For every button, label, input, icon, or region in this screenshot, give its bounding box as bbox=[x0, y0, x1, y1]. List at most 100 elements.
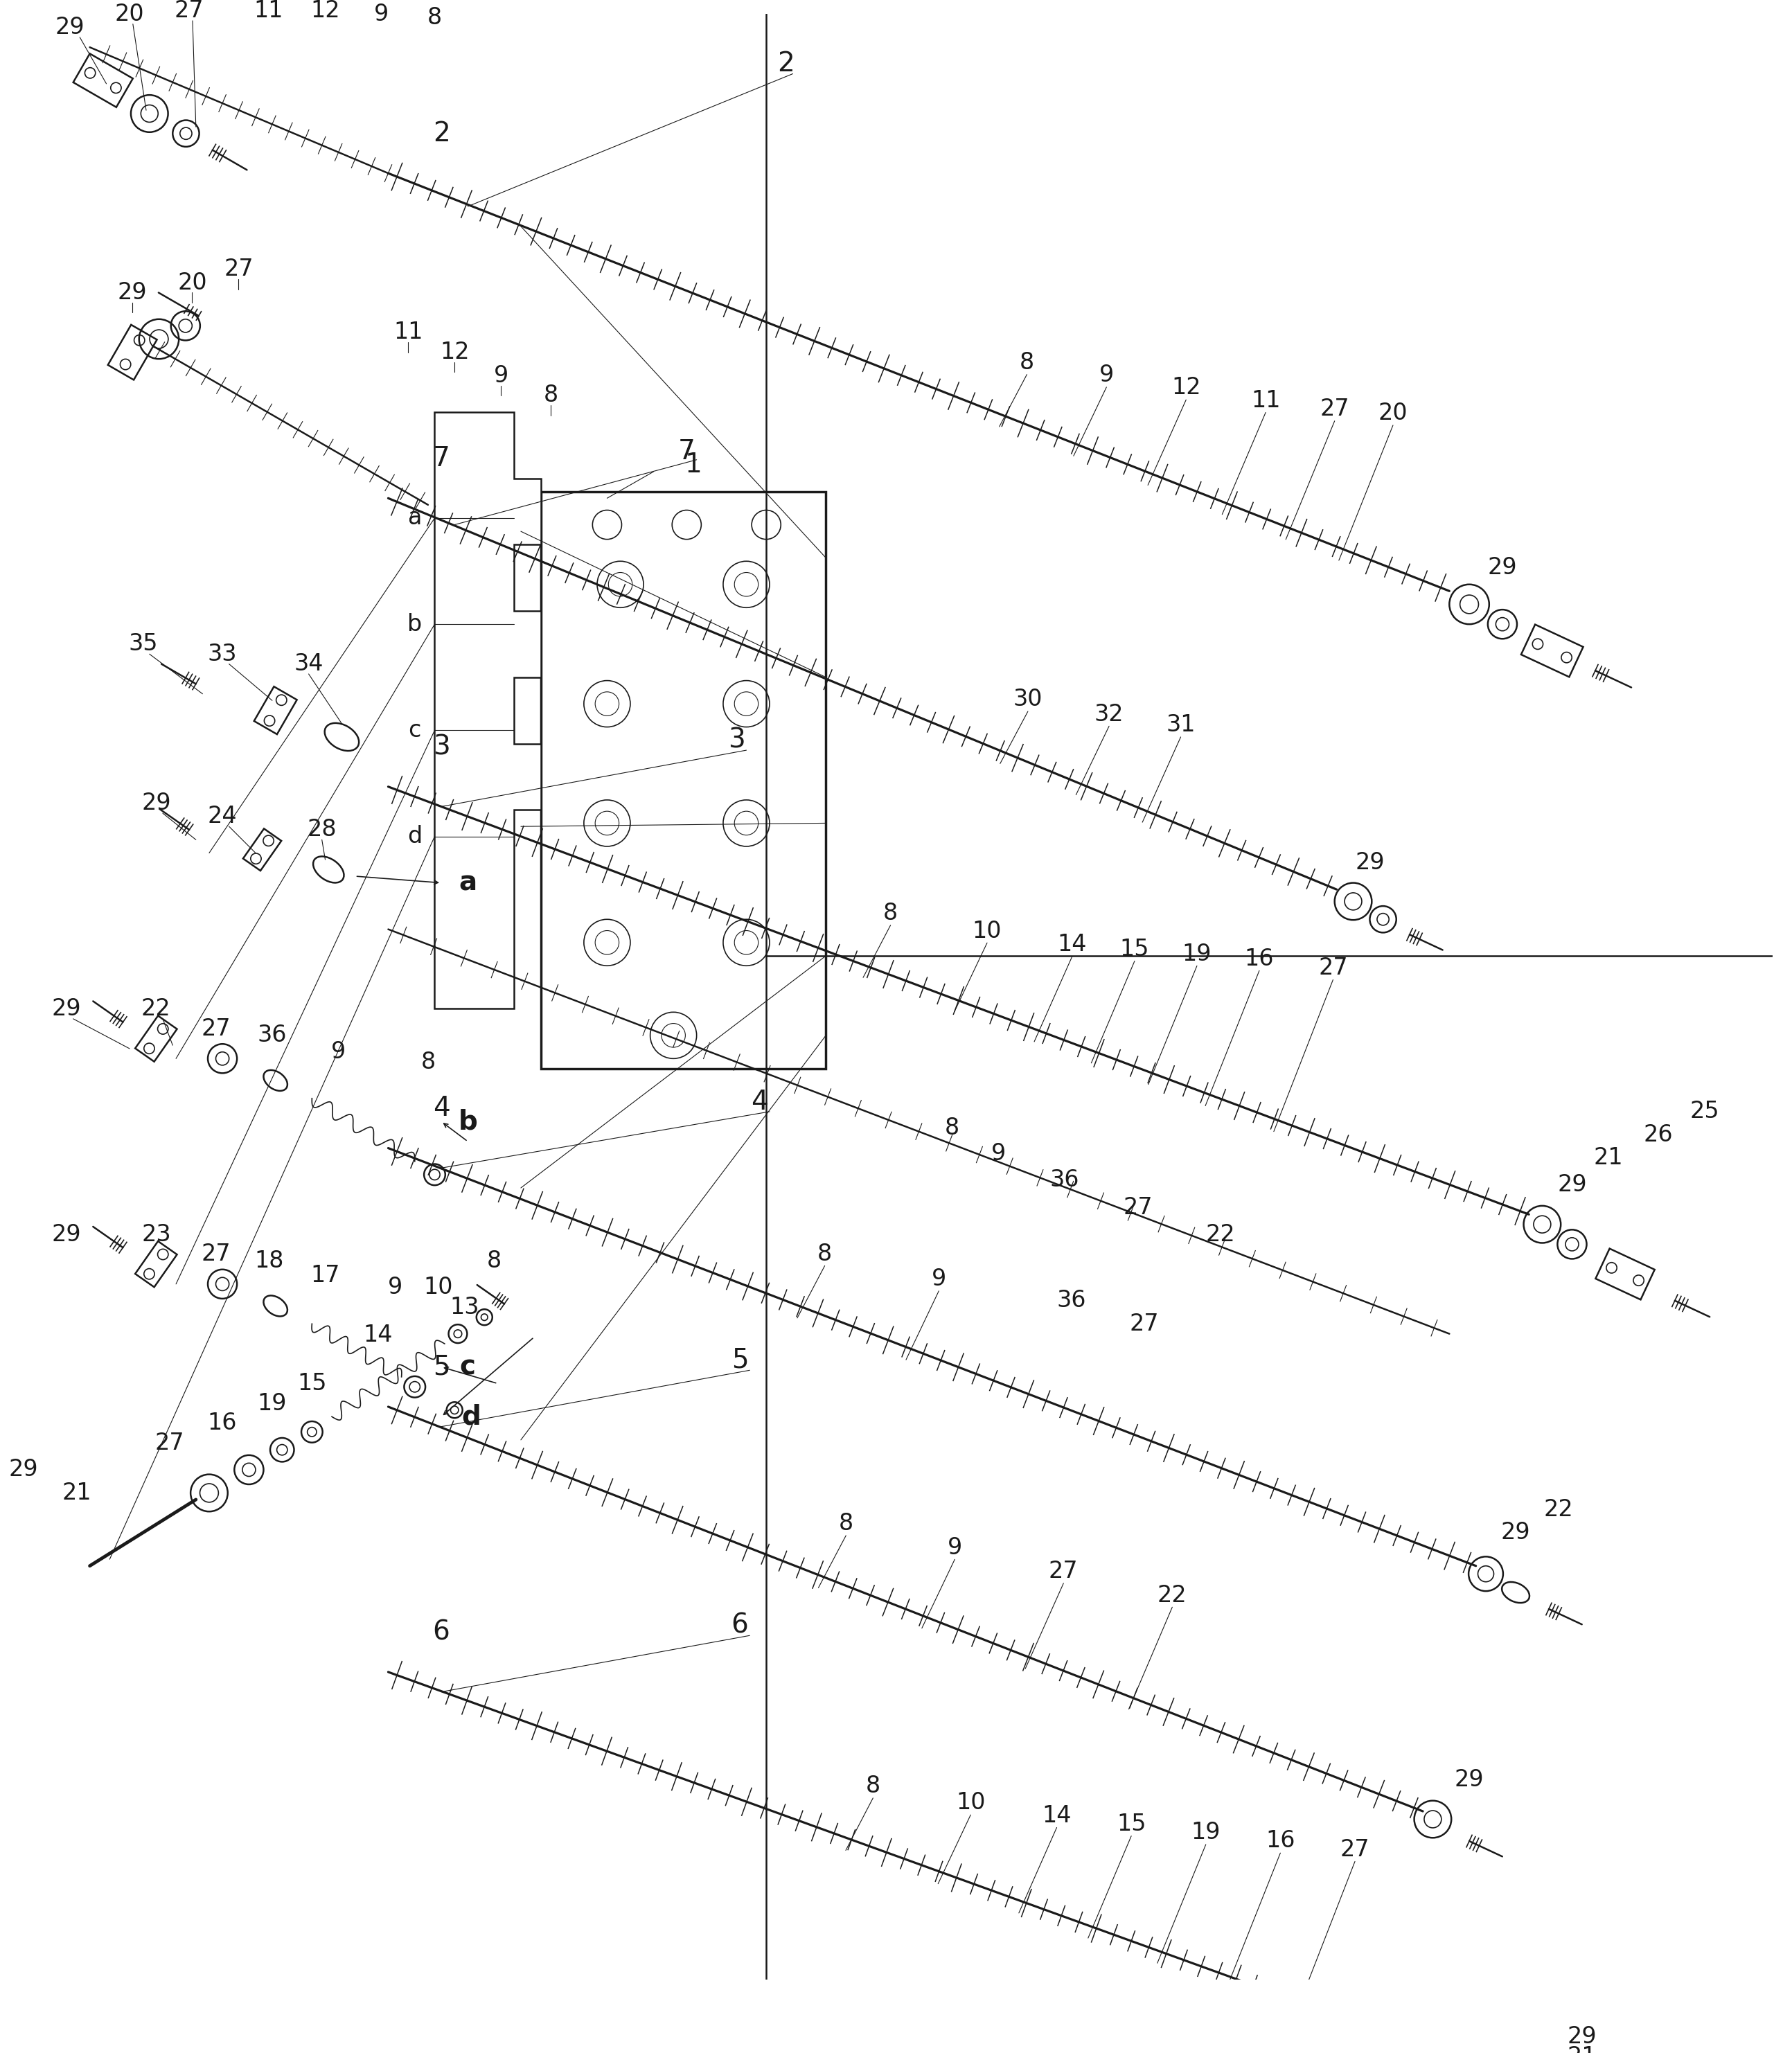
Text: 16: 16 bbox=[208, 1412, 237, 1435]
Text: 9: 9 bbox=[387, 1275, 401, 1300]
Text: 29: 29 bbox=[142, 792, 170, 815]
Text: 14: 14 bbox=[1057, 932, 1088, 957]
FancyBboxPatch shape bbox=[541, 491, 826, 1068]
Text: 27: 27 bbox=[224, 259, 253, 281]
Text: 22: 22 bbox=[1545, 1499, 1573, 1521]
Text: 15: 15 bbox=[297, 1371, 326, 1394]
Text: 16: 16 bbox=[1245, 946, 1274, 971]
Text: 2: 2 bbox=[432, 121, 450, 146]
Text: 15: 15 bbox=[1120, 938, 1149, 961]
Text: 20: 20 bbox=[1378, 402, 1409, 425]
Polygon shape bbox=[435, 413, 541, 1008]
Text: 22: 22 bbox=[142, 998, 170, 1020]
Text: d: d bbox=[407, 825, 423, 848]
Text: 27: 27 bbox=[154, 1431, 185, 1456]
Text: 10: 10 bbox=[955, 1792, 986, 1815]
Text: 27: 27 bbox=[1129, 1312, 1159, 1334]
Text: 12: 12 bbox=[310, 0, 340, 23]
Text: 21: 21 bbox=[1568, 2045, 1597, 2053]
Text: 8: 8 bbox=[817, 1242, 831, 1265]
Text: 8: 8 bbox=[883, 901, 898, 924]
Text: 29: 29 bbox=[1502, 1521, 1530, 1544]
Text: 1: 1 bbox=[685, 452, 702, 478]
Text: 27: 27 bbox=[1340, 1837, 1369, 1860]
Text: a: a bbox=[409, 507, 421, 530]
Text: 32: 32 bbox=[1095, 702, 1124, 725]
Text: 29: 29 bbox=[56, 16, 84, 39]
Text: 20: 20 bbox=[115, 2, 145, 25]
Text: 29: 29 bbox=[1557, 1172, 1586, 1197]
Text: c: c bbox=[461, 1353, 475, 1380]
Text: 24: 24 bbox=[208, 805, 237, 827]
Text: 14: 14 bbox=[364, 1324, 392, 1347]
Polygon shape bbox=[73, 53, 133, 107]
Text: 29: 29 bbox=[1355, 852, 1385, 875]
Text: 8: 8 bbox=[487, 1250, 502, 1273]
Text: 20: 20 bbox=[177, 271, 206, 294]
Text: 35: 35 bbox=[127, 632, 158, 655]
Text: 9: 9 bbox=[948, 1536, 962, 1558]
Text: 11: 11 bbox=[394, 320, 423, 343]
Text: 30: 30 bbox=[1012, 688, 1043, 710]
Text: 5: 5 bbox=[731, 1347, 749, 1373]
Text: 29: 29 bbox=[118, 281, 147, 304]
Text: 36: 36 bbox=[258, 1024, 287, 1047]
Text: 26: 26 bbox=[1643, 1123, 1674, 1146]
Text: 5: 5 bbox=[432, 1353, 450, 1380]
Text: 11: 11 bbox=[254, 0, 283, 23]
Text: 14: 14 bbox=[1041, 1805, 1072, 1827]
Text: 19: 19 bbox=[1192, 1821, 1220, 1844]
Text: 27: 27 bbox=[1319, 957, 1348, 979]
Polygon shape bbox=[254, 686, 297, 735]
Text: 7: 7 bbox=[677, 439, 695, 464]
Text: 8: 8 bbox=[1020, 351, 1034, 374]
Text: 27: 27 bbox=[174, 0, 204, 23]
Text: 8: 8 bbox=[944, 1117, 959, 1139]
Text: 4: 4 bbox=[751, 1088, 769, 1115]
Text: 18: 18 bbox=[254, 1250, 283, 1273]
Text: 28: 28 bbox=[306, 819, 337, 842]
Text: 27: 27 bbox=[1321, 398, 1349, 421]
Text: 4: 4 bbox=[432, 1094, 450, 1121]
Polygon shape bbox=[108, 324, 158, 380]
Text: 31: 31 bbox=[1167, 714, 1195, 737]
Text: 3: 3 bbox=[728, 727, 745, 753]
Text: 22: 22 bbox=[1158, 1583, 1186, 1607]
Text: c: c bbox=[409, 719, 421, 741]
Polygon shape bbox=[1595, 1248, 1654, 1300]
Text: 10: 10 bbox=[973, 920, 1002, 942]
Text: 8: 8 bbox=[421, 1051, 435, 1074]
Text: 9: 9 bbox=[332, 1041, 346, 1063]
Polygon shape bbox=[1521, 624, 1582, 677]
Text: b: b bbox=[407, 612, 423, 636]
Text: 16: 16 bbox=[1265, 1829, 1296, 1852]
Text: 27: 27 bbox=[201, 1242, 231, 1265]
Text: 8: 8 bbox=[866, 1774, 880, 1798]
Text: d: d bbox=[462, 1404, 480, 1429]
Text: 22: 22 bbox=[1206, 1224, 1235, 1246]
Text: 36: 36 bbox=[1050, 1168, 1079, 1191]
Text: 17: 17 bbox=[310, 1265, 340, 1287]
Text: 25: 25 bbox=[1690, 1100, 1720, 1123]
Text: 9: 9 bbox=[932, 1267, 946, 1291]
Text: 8: 8 bbox=[543, 384, 557, 406]
Text: 29: 29 bbox=[1568, 2026, 1597, 2049]
Text: 9: 9 bbox=[991, 1141, 1005, 1164]
Text: 8: 8 bbox=[839, 1513, 853, 1536]
Text: 34: 34 bbox=[294, 653, 323, 675]
Polygon shape bbox=[134, 1242, 177, 1287]
Text: 33: 33 bbox=[208, 643, 237, 665]
Text: 29: 29 bbox=[52, 998, 81, 1020]
Text: 12: 12 bbox=[1172, 376, 1201, 398]
Text: 36: 36 bbox=[1057, 1289, 1086, 1312]
Text: 19: 19 bbox=[1183, 942, 1211, 965]
Text: 27: 27 bbox=[1124, 1197, 1152, 1219]
Text: b: b bbox=[459, 1109, 477, 1135]
Text: 9: 9 bbox=[493, 363, 509, 386]
Text: 23: 23 bbox=[142, 1224, 170, 1246]
Text: 29: 29 bbox=[9, 1458, 38, 1480]
Text: 7: 7 bbox=[432, 446, 450, 472]
Text: 21: 21 bbox=[1593, 1148, 1624, 1170]
Text: 19: 19 bbox=[258, 1392, 287, 1415]
Text: 11: 11 bbox=[1251, 390, 1279, 413]
